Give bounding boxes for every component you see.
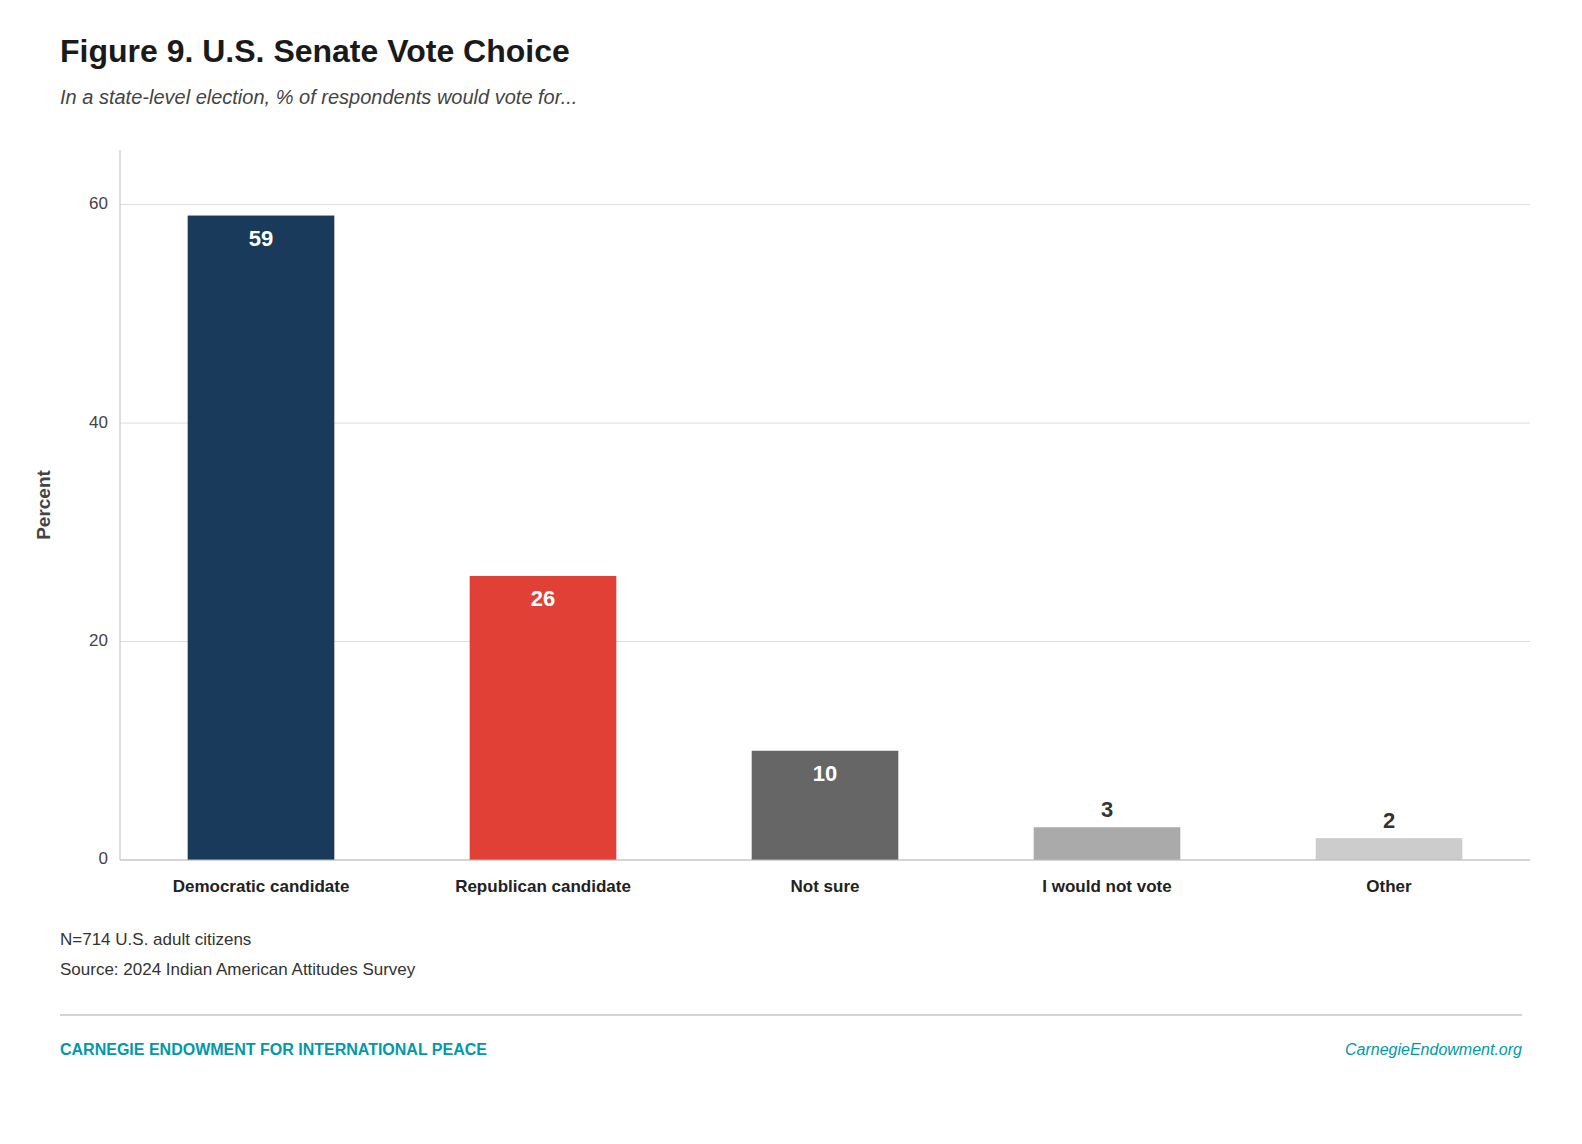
bar [188, 216, 335, 860]
x-axis-line [120, 860, 1530, 861]
x-tick-label: Not sure [791, 877, 860, 896]
data-label: 59 [249, 226, 273, 251]
data-label: 2 [1383, 808, 1395, 833]
x-tick-label: Republican candidate [455, 877, 631, 896]
y-tick-label: 0 [99, 849, 108, 868]
grid-line [120, 204, 1530, 205]
bar [470, 576, 617, 860]
bar [1034, 827, 1181, 860]
y-tick-label: 40 [89, 413, 108, 432]
bar [752, 751, 899, 860]
x-tick-label: Democratic candidate [173, 877, 350, 896]
data-labels: 59 26 10 3 2 [249, 226, 1395, 834]
footer-right: CarnegieEndowment.org [1345, 1041, 1522, 1058]
y-tick-label: 60 [89, 194, 108, 213]
subtitle: In a state-level election, % of responde… [60, 86, 577, 108]
bars [188, 216, 1463, 860]
y-tick-label: 20 [89, 631, 108, 650]
grid [120, 205, 1530, 860]
background [0, 0, 1582, 1144]
x-tick-label: Other [1366, 877, 1412, 896]
x-tick-label: I would not vote [1042, 877, 1171, 896]
footnote: N=714 U.S. adult citizens [60, 930, 251, 949]
y-axis-label: Percent [33, 469, 54, 539]
separator [60, 1015, 1522, 1016]
title: Figure 9. U.S. Senate Vote Choice [60, 33, 570, 69]
data-label: 3 [1101, 797, 1113, 822]
bar [1316, 838, 1463, 860]
footer-left: CARNEGIE ENDOWMENT FOR INTERNATIONAL PEA… [60, 1041, 487, 1058]
y-axis-line [120, 150, 121, 860]
footnote: Source: 2024 Indian American Attitudes S… [60, 960, 416, 979]
grid-line [120, 860, 1530, 861]
data-label: 10 [813, 761, 837, 786]
data-label: 26 [531, 586, 555, 611]
chart: Figure 9. U.S. Senate Vote Choice In a st… [0, 0, 1582, 1144]
